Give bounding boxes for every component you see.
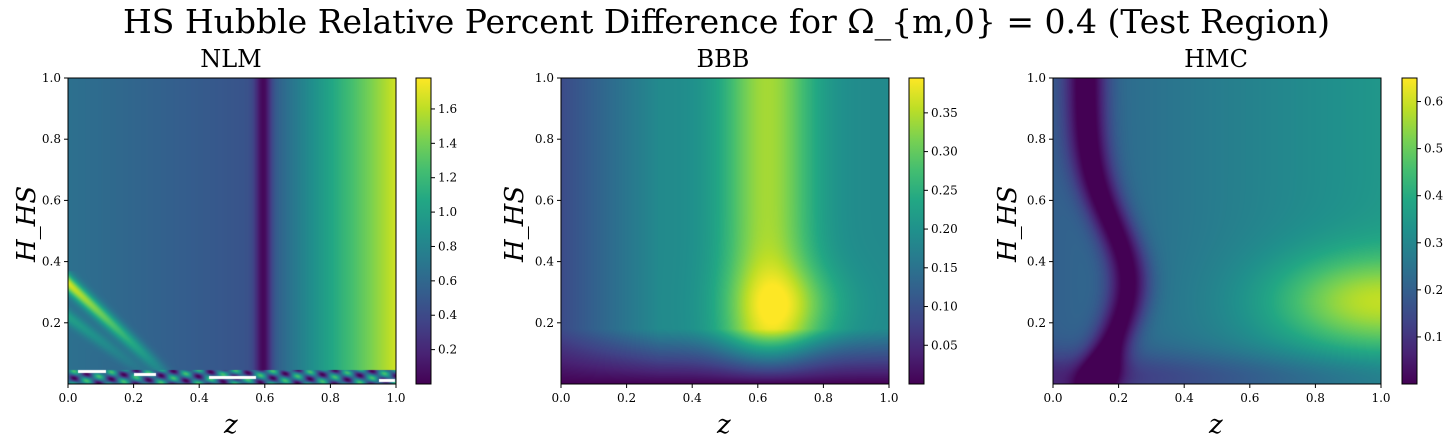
colorbar-tick-label: 0.2 <box>438 343 457 357</box>
x-tick-label: 0.2 <box>617 391 636 405</box>
figure-title: HS Hubble Relative Percent Difference fo… <box>122 2 1331 41</box>
colorbar: 0.2 0.4 0.6 0.8 1.0 1.2 1.4 1.6 <box>415 77 457 385</box>
colorbar-gradient <box>1401 77 1418 385</box>
plot-frame <box>560 77 890 385</box>
colorbar-tick-label: 0.20 <box>931 222 958 236</box>
colorbar: 0.05 0.10 0.15 0.20 0.25 0.30 0.35 <box>908 77 958 385</box>
colorbar-tick-label: 0.35 <box>931 106 958 120</box>
x-tick-label: 0.4 <box>190 391 209 405</box>
colorbar-tick-label: 0.4 <box>1424 189 1443 203</box>
plot-frame <box>67 77 397 385</box>
xlabel-nlm: z <box>224 410 238 440</box>
colorbar-tick-label: 1.0 <box>438 205 457 219</box>
colorbar-tick-label: 0.15 <box>931 261 958 275</box>
x-tick-label: 0.8 <box>814 391 833 405</box>
x-tick-label: 0.0 <box>1043 391 1062 405</box>
xlabel-bbb: z <box>717 410 731 440</box>
panel-title-hmc: HMC <box>1184 45 1248 73</box>
y-tick-label: 0.6 <box>535 193 554 207</box>
xlabel-hmc: z <box>1209 410 1223 440</box>
plot-frame <box>1052 77 1382 385</box>
y-tick-label: 0.6 <box>1027 193 1046 207</box>
colorbar-gradient <box>415 77 432 385</box>
colorbar: 0.1 0.2 0.3 0.4 0.5 0.6 <box>1401 77 1443 385</box>
x-tick-label: 1.0 <box>879 391 898 405</box>
colorbar-tick-label: 0.3 <box>1424 236 1443 250</box>
colorbar-tick-label: 0.10 <box>931 300 958 314</box>
colorbar-tick-label: 0.8 <box>438 239 457 253</box>
x-tick-label: 0.2 <box>124 391 143 405</box>
y-tick-label: 1.0 <box>42 71 61 85</box>
y-tick-label: 0.8 <box>1027 132 1046 146</box>
colorbar-tick-label: 0.4 <box>438 308 457 322</box>
x-tick-label: 0.0 <box>551 391 570 405</box>
colorbar-tick-label: 0.6 <box>438 274 457 288</box>
x-tick-label: 0.2 <box>1109 391 1128 405</box>
panel-title-bbb: BBB <box>696 45 750 73</box>
x-tick-label: 0.6 <box>1240 391 1259 405</box>
y-tick-label: 0.4 <box>535 255 554 269</box>
colorbar-tick-label: 1.2 <box>438 171 457 185</box>
colorbar-tick-label: 0.1 <box>1424 330 1443 344</box>
panel-title-nlm: NLM <box>200 45 262 73</box>
y-tick-label: 1.0 <box>1027 71 1046 85</box>
heatmap-image <box>561 78 889 384</box>
x-tick-label: 1.0 <box>1371 391 1390 405</box>
colorbar-tick-label: 0.05 <box>931 338 958 352</box>
x-tick-label: 1.0 <box>386 391 405 405</box>
y-tick-label: 0.8 <box>42 132 61 146</box>
y-tick-label: 0.8 <box>535 132 554 146</box>
colorbar-tick-label: 0.6 <box>1424 95 1443 109</box>
x-tick-label: 0.8 <box>321 391 340 405</box>
x-tick-label: 0.4 <box>1175 391 1194 405</box>
colorbar-tick-label: 0.25 <box>931 183 958 197</box>
heatmap-panel-hmc: 0.0 0.2 0.4 0.6 0.8 1.00.20.40.60.81.00.10.20… <box>1027 71 1444 405</box>
y-tick-label: 0.2 <box>1027 316 1046 330</box>
colorbar-tick-label: 0.2 <box>1424 283 1443 297</box>
x-tick-label: 0.6 <box>255 391 274 405</box>
heatmap-image <box>1053 78 1381 384</box>
y-tick-label: 1.0 <box>535 71 554 85</box>
colorbar-tick-label: 1.4 <box>438 136 457 150</box>
heatmap-panel-bbb: 0.0 0.2 0.4 0.6 0.8 1.0 0.2 0.4 0.6 0.8 1.0 0.05 0.1… <box>535 71 958 405</box>
y-tick-label: 0.4 <box>42 255 61 269</box>
y-tick-label: 0.2 <box>535 316 554 330</box>
x-tick-label: 0.4 <box>683 391 702 405</box>
x-tick-label: 0.0 <box>58 391 77 405</box>
y-tick-label: 0.6 <box>42 193 61 207</box>
colorbar-tick-label: 1.6 <box>438 102 457 116</box>
y-tick-label: 0.4 <box>1027 255 1046 269</box>
colorbar-tick-label: 0.5 <box>1424 142 1443 156</box>
x-tick-label: 0.8 <box>1306 391 1325 405</box>
heatmap-panel-nlm: 0.0 0.2 0.4 0.6 0.8 1.00.20.40.60.81.00.20.40… <box>42 71 458 405</box>
colorbar-gradient <box>908 77 925 385</box>
heatmap-image <box>68 78 396 384</box>
colorbar-tick-label: 0.30 <box>931 145 958 159</box>
x-tick-label: 0.6 <box>748 391 767 405</box>
y-tick-label: 0.2 <box>42 316 61 330</box>
